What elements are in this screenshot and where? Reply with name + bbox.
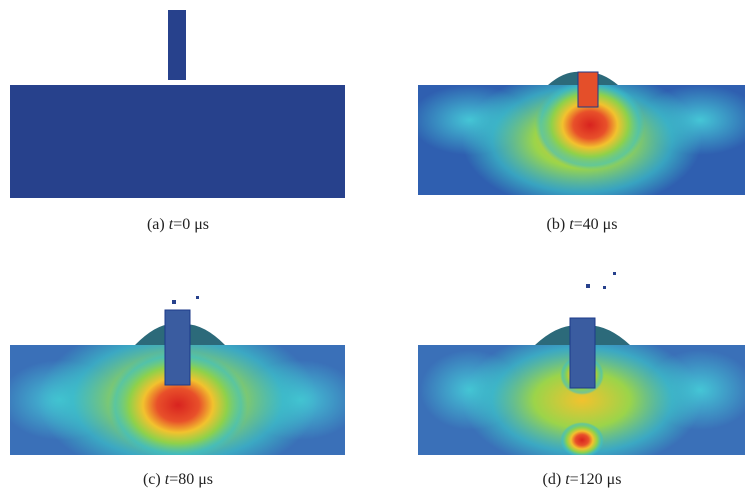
panel-c-image [0,296,360,480]
caption: (c)t=80 μs [143,471,213,488]
caption: (d)t=120 μs [543,471,622,488]
caption-label: (a) [147,216,165,233]
caption-label: (b) [547,216,566,233]
caption-value: =40 μs [574,216,618,233]
figure: (a)t=0 μs (b)t=40 μs (c)t=80 μs (d)t=120 μs [0,0,746,495]
panel-a-image [10,10,345,198]
caption-label: (d) [543,471,562,488]
panel-d-image [418,272,746,470]
caption-value: =0 μs [173,216,209,233]
caption: (a)t=0 μs [147,216,209,233]
caption-label: (c) [143,471,161,488]
caption-value: =120 μs [570,471,622,488]
caption: (b)t=40 μs [547,216,618,233]
panel-b-image [410,70,746,210]
caption-value: =80 μs [169,471,213,488]
